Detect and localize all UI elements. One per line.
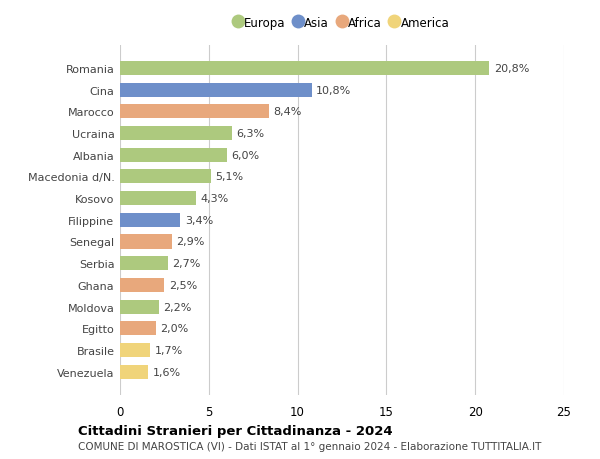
Text: 1,7%: 1,7% (155, 345, 183, 355)
Bar (120, 148, 227, 162)
Bar (120, 105, 269, 119)
Legend: Europa, Asia, Africa, America: Europa, Asia, Africa, America (235, 17, 449, 30)
Text: COMUNE DI MAROSTICA (VI) - Dati ISTAT al 1° gennaio 2024 - Elaborazione TUTTITAL: COMUNE DI MAROSTICA (VI) - Dati ISTAT al… (78, 441, 541, 451)
Bar (120, 343, 150, 357)
Bar (120, 127, 232, 141)
Bar (120, 235, 172, 249)
Text: 8,4%: 8,4% (274, 107, 302, 117)
Bar (120, 321, 155, 336)
Text: 2,0%: 2,0% (160, 324, 188, 334)
Bar (120, 192, 196, 206)
Bar (120, 300, 159, 314)
Bar (120, 278, 164, 292)
Text: 10,8%: 10,8% (316, 85, 352, 95)
Bar (120, 257, 168, 271)
Bar (120, 213, 181, 227)
Bar (120, 62, 490, 76)
Text: 6,3%: 6,3% (236, 129, 265, 139)
Text: 20,8%: 20,8% (494, 64, 529, 74)
Bar (120, 170, 211, 184)
Text: 2,9%: 2,9% (176, 237, 205, 247)
Text: 1,6%: 1,6% (153, 367, 181, 377)
Text: 2,7%: 2,7% (172, 258, 201, 269)
Text: 4,3%: 4,3% (201, 194, 229, 204)
Text: 3,4%: 3,4% (185, 215, 213, 225)
Text: 2,5%: 2,5% (169, 280, 197, 290)
Bar (120, 84, 312, 97)
Bar (120, 365, 148, 379)
Text: 2,2%: 2,2% (164, 302, 192, 312)
Text: Cittadini Stranieri per Cittadinanza - 2024: Cittadini Stranieri per Cittadinanza - 2… (78, 424, 392, 437)
Text: 5,1%: 5,1% (215, 172, 243, 182)
Text: 6,0%: 6,0% (231, 151, 259, 160)
